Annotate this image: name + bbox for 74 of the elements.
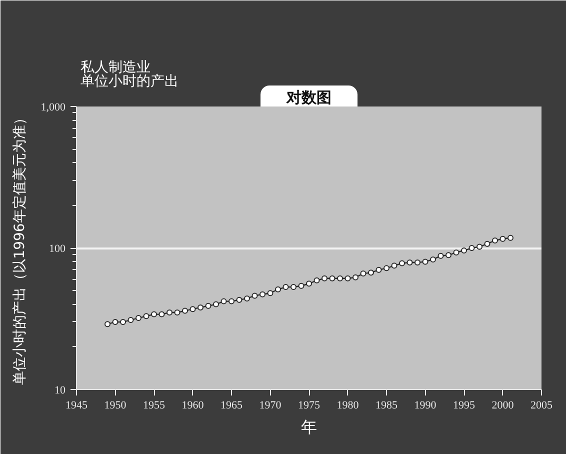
point (213, 301, 219, 308)
chart-subtitle: 单位小时的产出 (80, 74, 178, 90)
point (314, 277, 320, 284)
x-tick-label: 2000 (492, 400, 514, 412)
x-tick-label: 1955 (143, 400, 166, 412)
y-tick-label: 100 (49, 243, 66, 255)
point (344, 275, 351, 282)
point (461, 248, 467, 254)
point (174, 310, 180, 316)
point (290, 284, 296, 290)
point (384, 265, 390, 272)
x-tick-label: 1975 (298, 400, 320, 412)
point (151, 311, 157, 318)
point (414, 259, 420, 266)
point (430, 256, 436, 262)
point (352, 274, 358, 280)
chart-title: 私人制造业 (80, 60, 150, 76)
point (252, 292, 258, 299)
point (104, 321, 110, 328)
point (120, 318, 126, 325)
x-tick-label: 1980 (336, 400, 360, 412)
point (198, 304, 204, 310)
point (282, 284, 289, 290)
x-tick-label: 1945 (66, 400, 88, 412)
point (298, 282, 304, 289)
point (360, 270, 366, 277)
y-tick-label: 10 (54, 384, 66, 396)
point (329, 275, 336, 282)
y-axis-title: 单位小时的产出（以1996年定值美元为准） (12, 111, 28, 385)
point (500, 236, 506, 242)
x-tick-label: 1960 (182, 400, 204, 412)
x-tick-label: 1965 (220, 400, 243, 412)
point (158, 311, 165, 318)
point (267, 290, 274, 296)
point (128, 316, 134, 323)
point (406, 259, 413, 266)
point (260, 291, 266, 298)
point (422, 258, 428, 265)
point (220, 298, 227, 304)
point (182, 308, 188, 314)
point (136, 315, 142, 322)
point (468, 245, 475, 251)
point (484, 240, 490, 247)
y-tick-label: 1,000 (40, 102, 66, 114)
point (438, 252, 444, 259)
x-tick-label: 1995 (453, 400, 476, 412)
point (112, 318, 118, 325)
x-tick-label: 1970 (259, 400, 282, 412)
point (306, 280, 312, 287)
point (228, 298, 234, 304)
point (368, 270, 374, 276)
x-tick-label: 1990 (414, 400, 437, 412)
point (453, 249, 460, 256)
point (275, 286, 281, 292)
x-tick-label: 1985 (376, 400, 398, 412)
point (244, 295, 250, 302)
point (322, 275, 328, 282)
point (492, 237, 498, 244)
point (143, 313, 150, 320)
point (476, 244, 482, 250)
point (399, 260, 405, 266)
point (446, 252, 452, 258)
point (508, 234, 514, 241)
point (166, 310, 172, 316)
point (236, 296, 242, 303)
point (205, 302, 212, 309)
point (337, 275, 343, 282)
point (391, 262, 398, 269)
x-tick-label: 1950 (104, 400, 127, 412)
x-tick-label: 2005 (530, 400, 553, 412)
x-axis-title: 年 (301, 418, 317, 436)
text: 对数图 (286, 88, 332, 106)
point (376, 266, 382, 273)
point (190, 306, 196, 312)
